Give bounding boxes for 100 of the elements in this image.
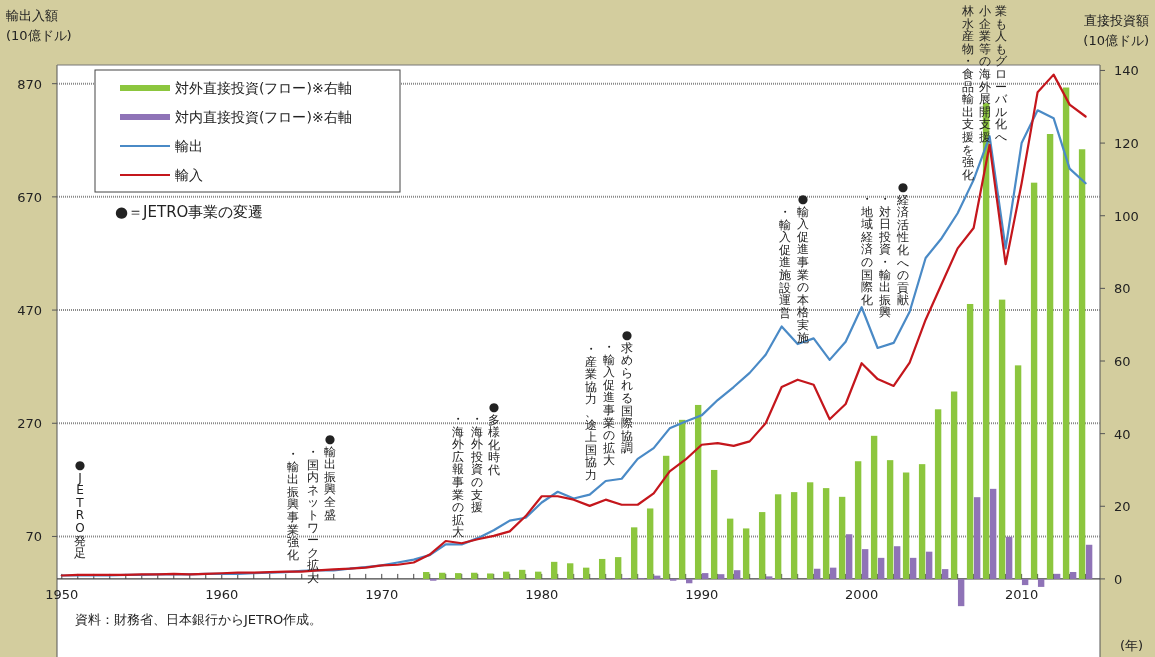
bar — [534, 571, 542, 579]
bar — [822, 488, 830, 579]
text: ・輸入促進施設運営 — [779, 205, 791, 320]
legend-label: 輸出 — [175, 138, 203, 154]
y-tick-label: 470 — [17, 303, 42, 319]
bar — [455, 573, 462, 579]
bar — [941, 569, 949, 579]
bar — [1005, 536, 1013, 579]
legend-label: 対内直接投資(フロー)※右軸 — [175, 109, 352, 125]
text: ・地域経済の国際化 — [861, 192, 873, 307]
y2-tick-label: 120 — [1114, 136, 1139, 152]
bar — [471, 572, 478, 579]
bar — [838, 496, 846, 579]
bar — [918, 464, 926, 579]
bar — [845, 534, 853, 579]
bar — [902, 472, 910, 579]
bar — [566, 563, 574, 579]
x-tick-label: 1980 — [525, 586, 559, 602]
bar — [550, 561, 558, 579]
text: ・輸入促進事業の拡大 — [603, 340, 615, 468]
bar — [733, 570, 741, 579]
y2-tick-label: 20 — [1114, 499, 1131, 515]
annotation: ●多様化時代 — [487, 400, 500, 477]
bar — [925, 551, 933, 579]
bar — [1046, 134, 1054, 579]
y2-tick-label: 60 — [1114, 354, 1131, 369]
bar — [678, 419, 686, 579]
bar — [702, 573, 709, 579]
x-tick-label: 2000 — [845, 586, 879, 602]
annotation: ●＝JETRO事業の変遷 — [115, 203, 264, 221]
legend-label: 対外直接投資(フロー)※右軸 — [175, 80, 352, 96]
bar — [614, 557, 622, 579]
bar — [765, 576, 773, 579]
bar — [813, 568, 821, 579]
text: ●求められる国際協調 — [621, 328, 633, 456]
bar — [1085, 544, 1093, 579]
bar — [630, 527, 638, 579]
bar — [710, 469, 718, 579]
bar — [1078, 149, 1086, 579]
y-tick-label: 670 — [17, 189, 42, 205]
bar — [989, 488, 997, 579]
text: ・対日投資・輸出振興 — [879, 192, 891, 320]
bar — [582, 567, 590, 579]
bar — [806, 482, 814, 579]
bar — [966, 303, 974, 579]
bar — [950, 391, 958, 579]
x-tick-label: 1960 — [205, 586, 239, 602]
bar — [998, 299, 1006, 579]
bar — [742, 528, 750, 579]
bar — [870, 435, 878, 579]
annotation: ●輸出振興全盛 — [324, 432, 336, 522]
text: ・海外広報事業の拡大 — [452, 412, 464, 540]
y-tick-label: 870 — [17, 76, 42, 92]
bar — [726, 518, 734, 579]
y-tick-label: 70 — [25, 529, 42, 545]
bar — [1062, 87, 1070, 579]
annotation: ・海外投資の支援 — [470, 412, 483, 515]
bar — [1021, 578, 1029, 586]
bar — [854, 461, 862, 579]
bar — [1053, 573, 1061, 579]
bar — [423, 572, 430, 579]
bar — [717, 574, 725, 579]
bar — [957, 578, 965, 607]
annotation: ●JETRO発足 — [74, 458, 86, 561]
bar — [909, 557, 917, 579]
bar — [758, 512, 766, 579]
text: ・産業協力、途上国協力 — [585, 342, 597, 482]
y2-axis-title: 直接投資額(10億ドル) — [1083, 13, 1149, 48]
x-tick-label: 1970 — [365, 586, 399, 602]
text: 業も人もグローバル化へ — [995, 4, 1007, 144]
bar — [973, 497, 981, 579]
x-axis-title: (年) — [1120, 638, 1144, 653]
bar — [1037, 578, 1045, 587]
y-axis-title: 輸出入額(10億ドル) — [6, 8, 72, 43]
text: ●経済活性化への貢献 — [897, 180, 909, 308]
y2-tick-label: 80 — [1114, 281, 1131, 297]
y2-tick-label: 0 — [1114, 571, 1123, 587]
bar — [1069, 572, 1077, 579]
bar — [1030, 182, 1038, 579]
bar — [774, 494, 782, 579]
legend-label: 輸入 — [175, 167, 203, 183]
bar — [502, 571, 510, 579]
y2-tick-label: 40 — [1114, 426, 1131, 442]
text: ・輸出振興事業強化 — [287, 447, 299, 562]
y-tick-label: 270 — [17, 416, 42, 432]
y2-tick-label: 100 — [1114, 208, 1139, 224]
bar — [646, 508, 654, 579]
y2-tick-label: 140 — [1114, 63, 1139, 79]
bar — [877, 557, 885, 579]
bar — [518, 569, 526, 579]
bar — [662, 455, 670, 579]
bar — [439, 572, 446, 579]
text: ●輸入促進事業の本格実施 — [797, 192, 809, 345]
bar — [790, 492, 798, 579]
x-tick-label: 2010 — [1005, 586, 1039, 602]
bar — [1014, 365, 1022, 579]
bar — [861, 549, 869, 579]
bar — [829, 567, 837, 579]
bar — [598, 558, 606, 579]
bar — [893, 546, 901, 579]
